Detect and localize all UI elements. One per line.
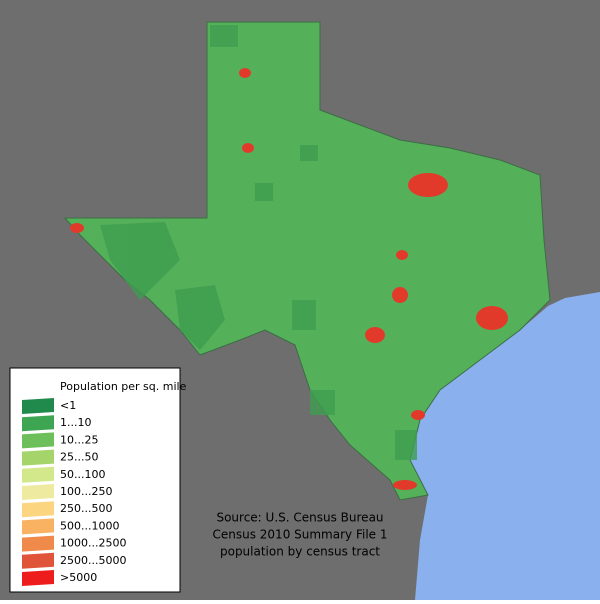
legend-label: 2500...5000 xyxy=(60,554,126,567)
legend-swatch xyxy=(22,432,54,449)
legend-label: <1 xyxy=(60,399,76,412)
legend-label: 50...100 xyxy=(60,468,105,481)
legend-swatch xyxy=(22,415,54,432)
source-line: Census 2010 Summary File 1 xyxy=(213,528,388,542)
legend-label: >5000 xyxy=(60,571,97,584)
legend-swatch xyxy=(22,518,54,535)
legend-label: 100...250 xyxy=(60,485,112,498)
legend-label: 1000...2500 xyxy=(60,537,126,550)
legend-swatch xyxy=(22,484,54,500)
legend-swatch xyxy=(22,398,54,414)
legend-swatch xyxy=(22,466,54,483)
legend-label: 500...1000 xyxy=(60,519,119,532)
cities xyxy=(70,68,508,490)
legend-label: 25...50 xyxy=(60,451,98,464)
legend-label: 1...10 xyxy=(60,416,92,429)
texas xyxy=(63,21,551,501)
legend-swatch xyxy=(22,552,54,569)
legend-swatch xyxy=(22,449,54,466)
sea xyxy=(410,292,600,600)
counties xyxy=(100,25,417,460)
legend-label: 10...25 xyxy=(60,433,98,446)
legend-label: 250...500 xyxy=(60,502,112,515)
legend-swatch xyxy=(22,501,54,518)
source-line: population by census tract xyxy=(220,545,380,559)
source-line: Source: U.S. Census Bureau xyxy=(216,511,383,525)
legend-swatch xyxy=(22,570,54,586)
legend-title: Population per sq. mile xyxy=(60,380,187,393)
legend-swatch xyxy=(22,535,54,552)
